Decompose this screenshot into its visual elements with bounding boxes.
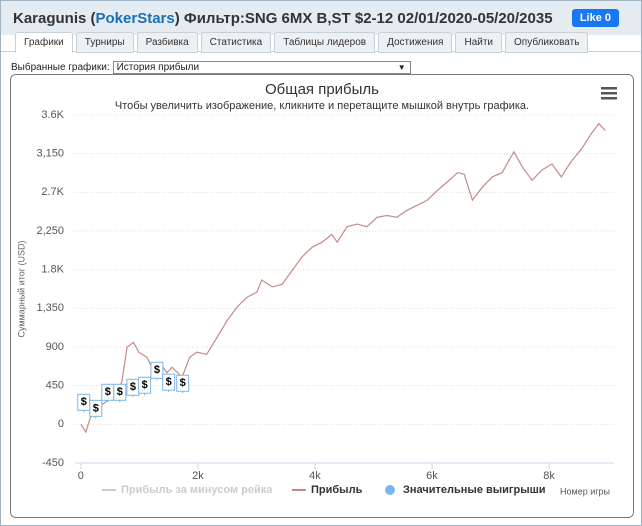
chart-bg [11,75,633,517]
tab[interactable]: Разбивка [136,32,198,53]
flag [113,383,127,401]
chart: Общая прибыль Чтобы увеличить изображени… [11,75,633,517]
significant-win: $ [150,361,164,381]
y-axis-label: Суммарный итог (USD) [16,240,26,337]
tabs: Графики Турниры Разбивка Статистика Таблицы … [15,32,589,53]
header: Karagunis (PokerStars) Фильтр:SNG 6MX B,… [1,1,641,35]
flag-label: $ [180,377,186,389]
selector-label: Выбранные графики: [11,62,110,73]
tab[interactable]: Статистика [200,32,272,53]
tab[interactable]: Таблицы лидеров [274,32,376,53]
flag [138,376,152,394]
like-button[interactable]: Like 0 [571,9,619,27]
legend-label: Значительные выигрыши [403,484,546,496]
x-tick-label: 4k [309,470,321,482]
flag [150,361,164,379]
legend-label: Прибыль за минусом рейка [121,484,273,496]
y-tick-label: 450 [46,380,64,392]
legend-item[interactable]: Прибыль за минусом рейка [102,484,273,496]
chart-panel: Общая прибыль Чтобы увеличить изображени… [10,74,634,518]
x-tick-label: 8k [543,470,555,482]
significant-win: $ [101,383,115,403]
significant-win: $ [77,393,91,413]
x-axis-label: Номер игры [560,486,610,496]
tab[interactable]: Опубликовать [505,32,589,53]
x-tick-label: 2k [192,470,204,482]
filter: ) Фильтр:SNG 6MX B,ST $2-12 02/01/2020-0… [174,10,553,27]
legend-item[interactable]: Значительные выигрыши [385,484,546,496]
legend-label: Прибыль [311,484,363,496]
flag-label: $ [166,376,172,388]
y-tick-label: -450 [42,457,64,469]
significant-win: $ [113,383,127,403]
y-tick-label: 0 [58,418,64,430]
y-tick-label: 3.6K [41,109,64,121]
x-tick-label: 0 [78,470,84,482]
flag [162,373,176,391]
selector-dropdown[interactable]: История прибыли [112,61,411,74]
significant-win: $ [138,376,152,396]
y-tick-label: 900 [46,341,64,353]
tab[interactable]: Найти [455,32,503,53]
significant-win: $ [176,374,190,394]
y-tick-label: 1,350 [36,302,64,314]
selector: Выбранные графики: История прибыли [11,61,411,74]
tab[interactable]: Турниры [75,32,134,53]
legend-item[interactable]: Прибыль [292,484,363,496]
flag-label: $ [117,386,123,398]
flag [176,374,190,392]
chart-subtitle: Чтобы увеличить изображение, кликните и … [115,100,529,112]
flag-label: $ [81,396,87,408]
menu-button[interactable] [601,87,617,100]
flag-label: $ [93,402,99,414]
tab[interactable]: Графики [15,32,73,53]
significant-win: $ [89,399,103,419]
y-tick-label: 1.8K [41,264,64,276]
y-tick-label: 2,250 [36,225,64,237]
x-tick-label: 6k [426,470,438,482]
flag-label: $ [154,364,160,376]
flag-label: $ [130,381,136,393]
significant-win: $ [162,373,176,393]
flag-label: $ [105,386,111,398]
y-tick-label: 2.7K [41,186,64,198]
flag-label: $ [142,379,148,391]
flag [89,399,103,417]
significant-win: $ [126,378,140,398]
chart-title: Общая прибыль [265,81,379,98]
player: Karagunis ( [13,10,96,27]
y-tick-label: 3,150 [36,148,64,160]
tab[interactable]: Достижения [378,32,453,53]
legend-symbol [385,485,395,495]
site[interactable]: PokerStars [95,10,175,27]
